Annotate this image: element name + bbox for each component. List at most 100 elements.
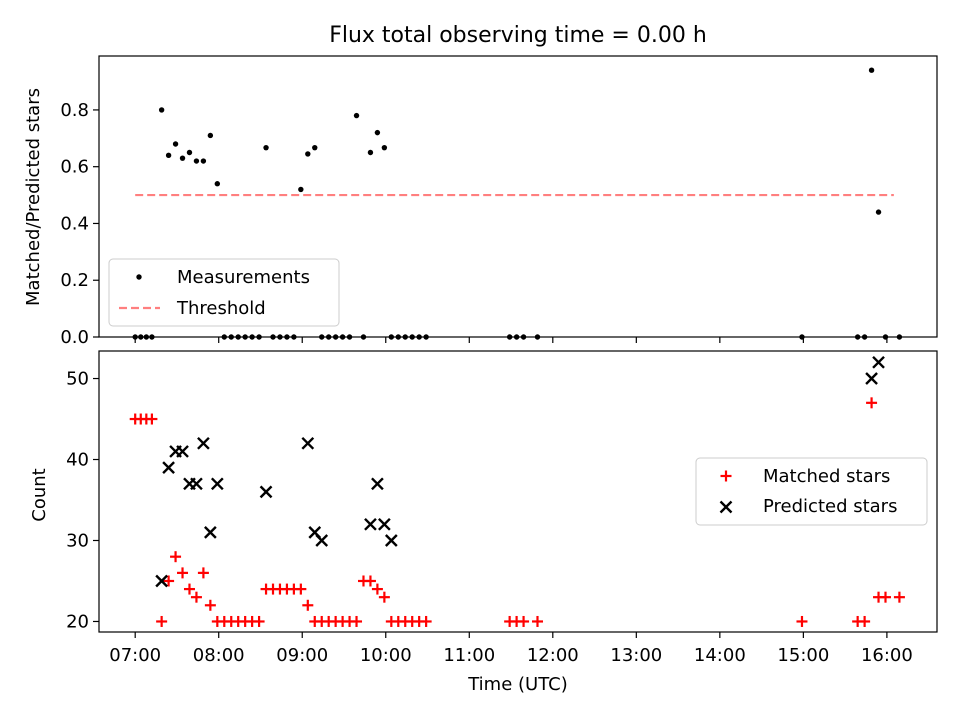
top-panel: 0.00.20.40.60.8 Matched/Predicted stars … xyxy=(23,55,938,348)
measurement-point xyxy=(193,158,200,164)
matched-star-point xyxy=(378,591,390,603)
x-tick-label: 14:00 xyxy=(694,645,746,666)
matched-star-point xyxy=(204,599,216,611)
measurement-point xyxy=(207,132,214,139)
predicted-star-point xyxy=(176,445,189,458)
bottom-y-tick-label: 50 xyxy=(66,369,89,390)
matched-star-point xyxy=(351,615,363,627)
matched-star-point xyxy=(197,567,209,579)
matched-star-point xyxy=(796,615,808,627)
legend-matched-plus xyxy=(720,470,732,482)
matched-star-point xyxy=(364,575,376,587)
bottom-y-ticks: 20 30 40 50 xyxy=(66,369,99,632)
x-tick-label: 08:00 xyxy=(193,645,245,666)
matched-star-point xyxy=(420,615,432,627)
legend-matched-label: Matched stars xyxy=(763,466,890,487)
bottom-legend-box xyxy=(695,457,928,526)
legend-measurements-marker xyxy=(136,274,142,280)
matched-star-point xyxy=(302,599,314,611)
bottom-legend: Matched stars Predicted stars xyxy=(695,457,928,526)
top-y-tick-label: 0.6 xyxy=(60,157,89,178)
top-y-ticks: 0.0 0.2 0.4 0.6 0.8 xyxy=(60,100,99,348)
measurement-point xyxy=(158,107,165,113)
predicted-star-point xyxy=(865,372,878,385)
measurement-point xyxy=(263,144,269,151)
predicted-star-point xyxy=(155,574,168,588)
top-y-axis-label: Matched/Predicted stars xyxy=(23,88,44,306)
legend-predicted-x xyxy=(719,500,733,514)
measurement-point xyxy=(214,181,221,187)
measurement-point xyxy=(179,155,186,161)
matched-star-point xyxy=(190,591,202,603)
x-tick-label: 12:00 xyxy=(527,645,579,666)
measurement-point xyxy=(381,144,388,151)
x-tick-label: 07:00 xyxy=(109,645,161,666)
matched-star-point xyxy=(295,583,307,595)
top-legend-box xyxy=(108,258,340,327)
x-tick-label: 13:00 xyxy=(610,645,662,666)
bottom-plot-area xyxy=(129,355,905,627)
predicted-star-point xyxy=(301,436,315,450)
predicted-star-point xyxy=(872,355,885,369)
matched-star-point xyxy=(371,583,383,595)
measurement-point xyxy=(172,141,179,147)
bottom-x-ticks: 07:00 08:00 09:00 10:00 11:00 12:00 13:00 14:00… xyxy=(109,632,913,666)
top-y-tick-label: 0.4 xyxy=(60,213,89,234)
predicted-star-point xyxy=(190,477,203,491)
matched-star-point xyxy=(183,583,195,595)
matched-star-point xyxy=(866,397,878,409)
matched-star-point xyxy=(859,615,871,627)
matched-star-point xyxy=(879,591,891,603)
predicted-star-point xyxy=(378,517,391,531)
measurement-point xyxy=(200,158,207,164)
legend-predicted-label: Predicted stars xyxy=(763,496,897,517)
predicted-star-point xyxy=(162,461,175,474)
x-tick-label: 11:00 xyxy=(443,645,495,666)
matched-star-point xyxy=(177,567,189,579)
predicted-star-point xyxy=(210,477,224,491)
top-y-tick-label: 0.2 xyxy=(60,270,89,291)
measurement-point xyxy=(374,129,381,136)
top-x-ticks xyxy=(134,337,888,343)
top-y-tick-label: 0.0 xyxy=(60,327,89,348)
matched-star-point xyxy=(163,575,175,587)
predicted-star-point xyxy=(371,477,384,491)
x-axis-label: Time (UTC) xyxy=(467,674,568,695)
measurement-point xyxy=(367,149,374,156)
bottom-axes-frame xyxy=(98,350,938,633)
legend-matched-marker xyxy=(720,470,732,482)
legend-predicted-marker xyxy=(719,500,733,514)
predicted-star-point xyxy=(364,517,377,531)
matched-star-point xyxy=(170,551,182,563)
bottom-panel: 20 30 40 50 07:00 08:00 09:00 10:00 11:00 12:00 1… xyxy=(29,350,938,695)
chart-title: Flux total observing time = 0.00 h xyxy=(329,23,707,48)
measurement-point xyxy=(298,186,304,193)
top-y-tick-label: 0.8 xyxy=(60,100,89,121)
x-tick-label: 09:00 xyxy=(276,645,328,666)
predicted-star-point xyxy=(197,436,210,450)
bottom-y-tick-label: 40 xyxy=(66,450,89,471)
predicted-star-point xyxy=(259,485,273,499)
measurement-point xyxy=(312,144,318,151)
predicted-star-point xyxy=(315,534,329,547)
top-axes-frame xyxy=(98,55,938,338)
x-tick-label: 10:00 xyxy=(360,645,412,666)
bottom-y-axis-label: Count xyxy=(29,468,50,521)
matched-star-point xyxy=(531,615,543,627)
bottom-y-tick-label: 20 xyxy=(66,611,89,632)
top-legend: Measurements Threshold xyxy=(108,258,340,327)
measurement-point xyxy=(868,67,875,73)
measurement-point xyxy=(875,209,882,215)
bottom-y-tick-label: 30 xyxy=(66,530,89,551)
matched-star-point xyxy=(893,591,905,603)
matched-star-point xyxy=(518,615,530,627)
measurement-point xyxy=(353,112,360,119)
legend-measurements-label: Measurements xyxy=(177,267,310,288)
measurement-point xyxy=(165,152,172,159)
predicted-star-point xyxy=(204,526,217,539)
top-plot-area xyxy=(132,67,903,340)
legend-threshold-label: Threshold xyxy=(176,298,266,319)
measurement-point xyxy=(305,151,311,157)
